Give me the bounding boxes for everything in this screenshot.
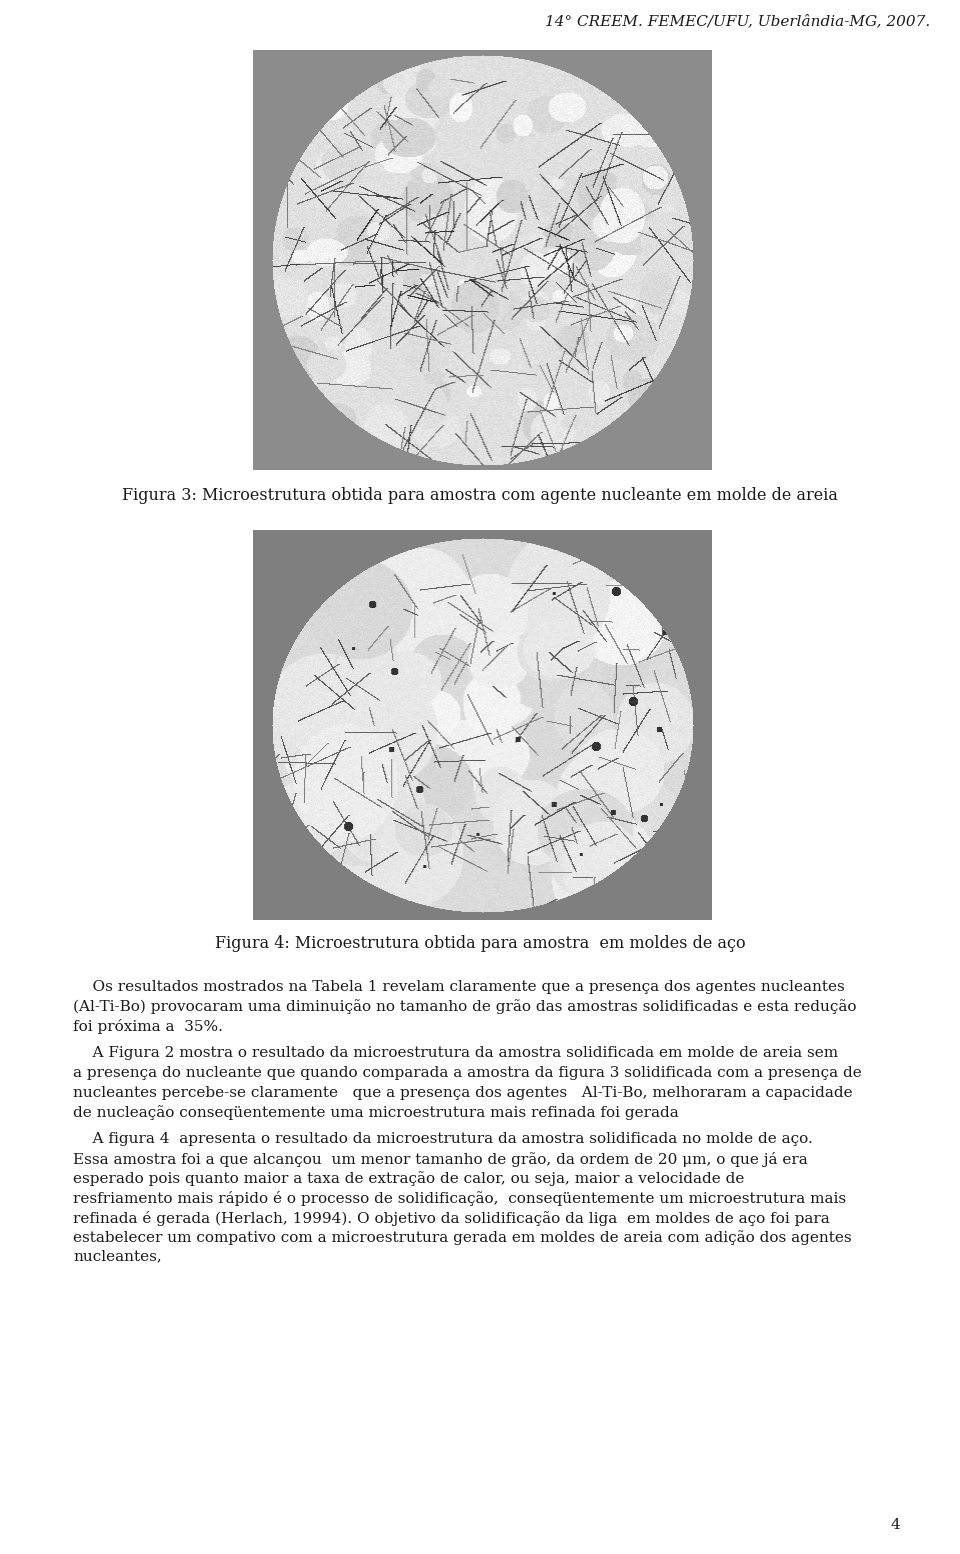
Text: 50 μm: 50 μm bbox=[606, 866, 646, 880]
Text: Figura 4: Microestrutura obtida para amostra  em moldes de aço: Figura 4: Microestrutura obtida para amo… bbox=[215, 936, 745, 953]
Text: (Al-Ti-Bo) provocaram uma diminuição no tamanho de grão das amostras solidificad: (Al-Ti-Bo) provocaram uma diminuição no … bbox=[73, 999, 856, 1015]
Text: estabelecer um compativo com a microestrutura gerada em moldes de areia com adiç: estabelecer um compativo com a microestr… bbox=[73, 1231, 852, 1245]
Bar bbox=[253, 50, 711, 469]
Text: Os resultados mostrados na Tabela 1 revelam claramente que a presença dos agente: Os resultados mostrados na Tabela 1 reve… bbox=[73, 981, 845, 995]
Text: esperado pois quanto maior a taxa de extração de calor, ou seja, maior a velocid: esperado pois quanto maior a taxa de ext… bbox=[73, 1172, 744, 1186]
Text: A figura 4  apresenta o resultado da microestrutura da amostra solidificada no m: A figura 4 apresenta o resultado da micr… bbox=[73, 1133, 813, 1147]
Text: refinada é gerada (Herlach, 19994). O objetivo da solidificação da liga  em mold: refinada é gerada (Herlach, 19994). O ob… bbox=[73, 1211, 829, 1226]
Text: a presença do nucleante que quando comparada a amostra da figura 3 solidificada : a presença do nucleante que quando compa… bbox=[73, 1066, 862, 1080]
Text: 14° CREEM. FEMEC/UFU, Uberlândia-MG, 2007.: 14° CREEM. FEMEC/UFU, Uberlândia-MG, 200… bbox=[544, 14, 930, 28]
Text: foi próxima a  35%.: foi próxima a 35%. bbox=[73, 1019, 223, 1033]
Text: Figura 3: Microestrutura obtida para amostra com agente nucleante em molde de ar: Figura 3: Microestrutura obtida para amo… bbox=[122, 486, 838, 503]
Bar bbox=[253, 530, 711, 920]
Text: Essa amostra foi a que alcançou  um menor tamanho de grão, da ordem de 20 μm, o : Essa amostra foi a que alcançou um menor… bbox=[73, 1152, 807, 1167]
Text: A Figura 2 mostra o resultado da microestrutura da amostra solidificada em molde: A Figura 2 mostra o resultado da microes… bbox=[73, 1046, 838, 1060]
Text: de nucleação conseqüentemente uma microestrutura mais refinada foi gerada: de nucleação conseqüentemente uma microe… bbox=[73, 1105, 679, 1120]
Text: 50μm: 50μm bbox=[611, 426, 646, 438]
Text: resfriamento mais rápido é o processo de solidificação,  conseqüentemente um mic: resfriamento mais rápido é o processo de… bbox=[73, 1190, 846, 1206]
Text: 4: 4 bbox=[890, 1518, 900, 1532]
Text: nucleantes percebe-se claramente   que a presença dos agentes   Al-Ti-Bo, melhor: nucleantes percebe-se claramente que a p… bbox=[73, 1086, 852, 1100]
Text: nucleantes,: nucleantes, bbox=[73, 1249, 161, 1263]
